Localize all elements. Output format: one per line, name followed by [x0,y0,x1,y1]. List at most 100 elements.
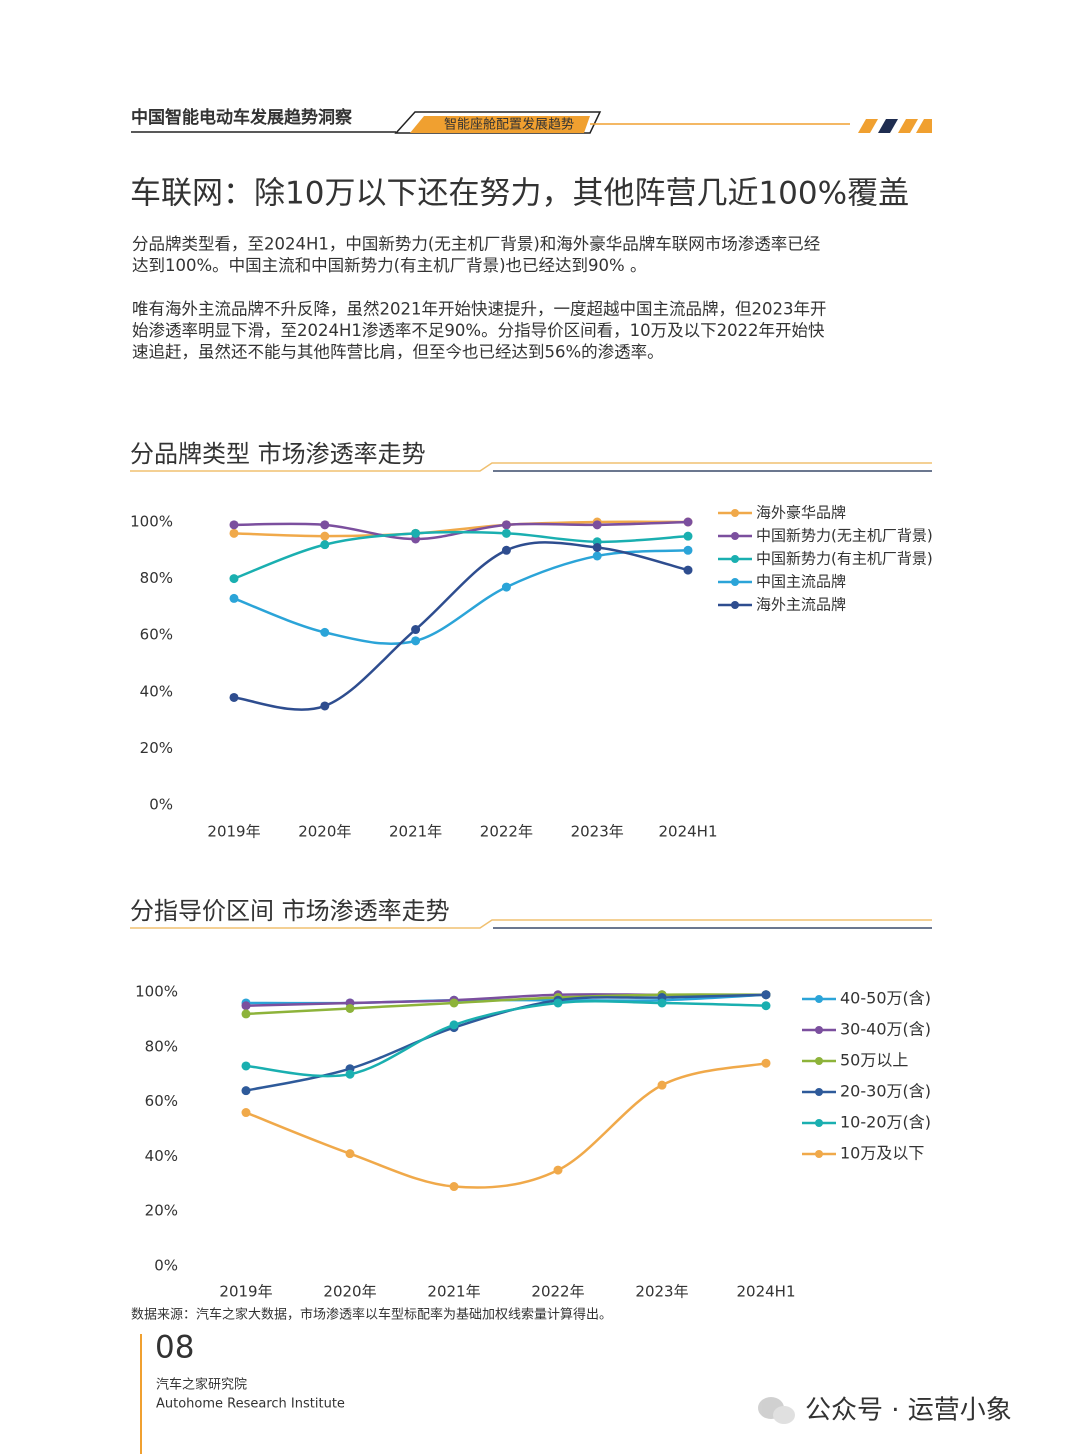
data-point [320,701,330,711]
series-line [233,520,689,538]
y-tick-label: 0% [154,1257,178,1275]
stripe [898,119,918,133]
legend-label: 中国主流品牌 [756,573,846,591]
x-tick-label: 2024H1 [737,1283,796,1301]
paragraph-line: 唯有海外主流品牌不升反降，虽然2021年开始快速提升，一度超越中国主流品牌，但2… [132,300,826,319]
data-point [229,574,239,584]
data-point [761,1001,771,1011]
legend-label: 海外豪华品牌 [756,504,846,522]
data-point [501,520,511,530]
stripe [878,119,898,133]
paragraph-line: 速追赶，虽然还不能与其他阵营比肩，但至今也已经达到56%的渗透率。 [132,343,664,362]
data-point [683,517,693,527]
paragraph-line: 达到100%。中国主流和中国新势力(有主机厂背景)也已经达到90% 。 [132,256,646,275]
watermark: 公众号 · 运营小象 [805,1396,1012,1426]
legend-label: 50万以上 [840,1051,908,1070]
y-tick-label: 20% [140,739,173,757]
data-point [683,545,693,555]
data-point [345,1069,355,1079]
legend-marker [815,1088,823,1096]
legend-marker [731,578,739,586]
legend-marker [731,601,739,609]
data-point [229,692,239,702]
data-point [411,636,421,646]
data-point [501,582,511,592]
legend-marker [815,1119,823,1127]
x-tick-label: 2019年 [219,1283,272,1301]
legend-label: 30-40万(含) [840,1020,931,1039]
series-line [245,1062,767,1189]
data-point [683,565,693,575]
chart-title: 分品牌类型 市场渗透率走势 [130,440,426,468]
body-text: 分品牌类型看，至2024H1，中国新势力(无主机厂背景)和海外豪华品牌车联网市场… [132,234,826,362]
legend-marker [731,509,739,517]
data-point [449,1182,459,1192]
title-rule [130,919,932,929]
legend-marker [815,1057,823,1065]
x-tick-label: 2019年 [207,823,260,841]
paragraph-line: 分品牌类型看，至2024H1，中国新势力(无主机厂背景)和海外豪华品牌车联网市场… [132,234,820,254]
y-tick-label: 40% [140,682,173,700]
data-point [553,1165,563,1175]
data-point [592,551,602,561]
legend-label: 海外主流品牌 [756,596,846,614]
x-tick-label: 2023年 [571,823,624,841]
legend-label: 10-20万(含) [840,1113,931,1132]
data-point [501,528,511,538]
data-point [592,542,602,552]
data-point [320,531,330,541]
data-point [411,528,421,538]
chart-title: 分指导价区间 市场渗透率走势 [130,897,450,925]
section-tag [410,116,590,133]
y-tick-label: 60% [140,626,173,644]
series-line [233,549,689,645]
legend-label: 10万及以下 [840,1144,924,1163]
y-tick-label: 0% [149,796,173,814]
org-cn: 汽车之家研究院 [156,1377,247,1393]
stripe [858,119,878,133]
chart: 分品牌类型 市场渗透率走势 0% 20% 40% 60% 80% 100% 2019年 2020… [130,440,933,841]
data-point [345,1003,355,1013]
data-point [320,627,330,637]
paragraph-line: 始渗透率明显下滑，至2024H1渗透率不足90%。分指导价区间看，10万及以下2… [132,321,825,340]
x-tick-label: 2022年 [480,823,533,841]
x-tick-label: 2022年 [531,1283,584,1301]
section-tag-text: 智能座舱配置发展趋势 [444,117,574,133]
legend-label: 中国新势力(有主机厂背景) [756,550,933,568]
x-tick-label: 2021年 [389,823,442,841]
data-point [320,520,330,530]
data-point [761,990,771,1000]
report-title: 中国智能电动车发展趋势洞察 [131,107,353,128]
watermark-icon [758,1397,795,1424]
legend-label: 20-30万(含) [840,1082,931,1101]
x-tick-label: 2021年 [427,1283,480,1301]
series-line [245,999,767,1078]
title-rule [130,462,932,472]
data-point [411,625,421,635]
y-tick-label: 80% [140,569,173,587]
x-tick-label: 2020年 [323,1283,376,1301]
data-point [241,1001,251,1011]
y-tick-label: 80% [145,1037,178,1055]
data-point [657,998,667,1008]
x-tick-label: 2020年 [298,823,351,841]
legend-marker [815,995,823,1003]
data-point [501,545,511,555]
data-point [229,528,239,538]
data-point [657,1080,667,1090]
y-tick-label: 100% [135,983,178,1001]
data-point [449,1020,459,1030]
data-point [553,998,563,1008]
data-point [761,1058,771,1068]
data-point [229,593,239,603]
data-point [229,520,239,530]
data-point [592,520,602,530]
legend-marker [815,1026,823,1034]
source-note: 数据来源：汽车之家大数据，市场渗透率以车型标配率为基础加权线索量计算得出。 [131,1307,612,1323]
stripe [916,119,932,133]
page-number: 08 [155,1330,194,1366]
y-tick-label: 60% [145,1092,178,1110]
legend-marker [815,1150,823,1158]
legend-label: 中国新势力(无主机厂背景) [756,527,933,545]
data-point [241,1009,251,1019]
